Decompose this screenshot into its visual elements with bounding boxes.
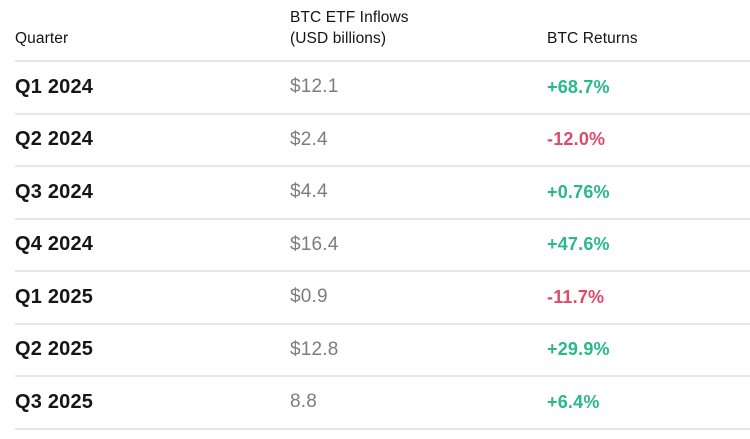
quarter-cell: Q1 2025: [15, 285, 94, 308]
return-cell: +47.6%: [547, 234, 610, 255]
return-cell: -12.0%: [547, 129, 606, 150]
inflow-cell: $2.4: [290, 128, 328, 150]
inflow-cell: $0.9: [290, 286, 328, 308]
inflow-cell: 8.8: [290, 391, 318, 413]
inflow-cell: $12.1: [290, 76, 339, 98]
return-cell: +68.7%: [547, 76, 610, 97]
table-header-row: Quarter BTC ETF Inflows (USD billions) B…: [15, 0, 750, 62]
return-cell: +0.76%: [547, 181, 610, 202]
quarter-cell: Q3 2024: [15, 180, 94, 203]
inflow-cell: $4.4: [290, 181, 328, 203]
table-row: Q1 2024 $12.1 +68.7%: [15, 62, 750, 115]
quarter-cell: Q2 2025: [15, 338, 94, 361]
column-header-inflows: BTC ETF Inflows (USD billions): [290, 7, 547, 49]
return-cell: -11.7%: [547, 286, 605, 307]
table-row: Q2 2025 $12.8 +29.9%: [15, 325, 750, 377]
quarter-cell: Q1 2024: [15, 75, 94, 98]
table-row: Q3 2024 $4.4 +0.76%: [15, 167, 750, 220]
table-body: Q1 2024 $12.1 +68.7% Q2 2024 $2.4 -12.0% Q3 20…: [15, 62, 750, 430]
table-row: Q1 2025 $0.9 -11.7%: [15, 272, 750, 325]
column-header-inflows-line1: BTC ETF Inflows: [290, 9, 409, 26]
quarter-cell: Q4 2024: [15, 233, 94, 256]
column-header-inflows-line2: (USD billions): [290, 30, 387, 47]
column-header-quarter: Quarter: [15, 30, 69, 47]
quarter-cell: Q3 2025: [15, 390, 94, 413]
column-header-returns: BTC Returns: [547, 30, 638, 47]
table-row: Q3 2025 8.8 +6.4%: [15, 377, 750, 430]
return-cell: +6.4%: [547, 391, 600, 412]
table-row: Q4 2024 $16.4 +47.6%: [15, 220, 750, 272]
inflow-cell: $16.4: [290, 233, 339, 255]
btc-etf-inflows-table: Quarter BTC ETF Inflows (USD billions) B…: [15, 0, 750, 430]
return-cell: +29.9%: [547, 339, 610, 360]
inflow-cell: $12.8: [290, 338, 339, 360]
table-row: Q2 2024 $2.4 -12.0%: [15, 115, 750, 167]
quarter-cell: Q2 2024: [15, 128, 94, 151]
